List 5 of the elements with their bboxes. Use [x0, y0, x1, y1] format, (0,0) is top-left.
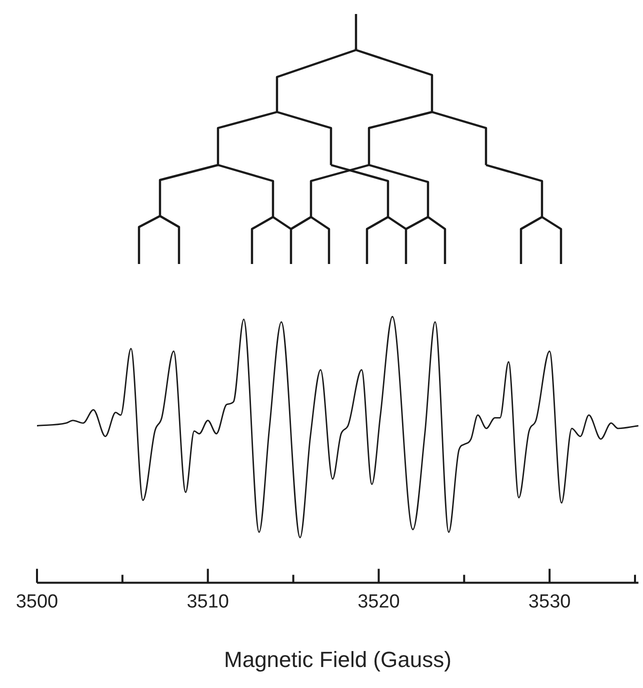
x-axis-title: Magnetic Field (Gauss) [224, 646, 452, 672]
x-tick-label: 3530 [528, 591, 571, 612]
x-tick-label: 3520 [358, 591, 400, 612]
x-tick-label: 3510 [186, 591, 229, 612]
x-tick-label: 3500 [16, 591, 58, 612]
